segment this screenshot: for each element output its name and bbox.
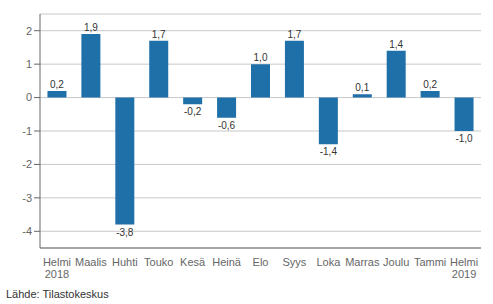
svg-text:-1,0: -1,0 [455, 133, 473, 144]
svg-text:-3,8: -3,8 [116, 227, 134, 238]
svg-text:Helmi2019: Helmi2019 [450, 256, 478, 280]
svg-text:1,7: 1,7 [152, 29, 166, 40]
svg-text:Touko: Touko [144, 256, 173, 268]
svg-text:Huhti: Huhti [112, 256, 138, 268]
svg-text:1,0: 1,0 [254, 52, 268, 63]
svg-text:Elo: Elo [253, 256, 269, 268]
svg-text:0,1: 0,1 [355, 82, 369, 93]
svg-text:1,7: 1,7 [287, 29, 301, 40]
svg-text:0,2: 0,2 [50, 79, 64, 90]
svg-text:0,2: 0,2 [423, 79, 437, 90]
svg-text:-3: -3 [22, 192, 32, 204]
svg-text:1,4: 1,4 [389, 39, 403, 50]
svg-text:-2: -2 [22, 158, 32, 170]
svg-text:Marras: Marras [345, 256, 380, 268]
svg-text:-1: -1 [22, 125, 32, 137]
svg-text:2: 2 [26, 25, 32, 37]
html-text:Lähde: Tilastokeskus: Lähde: Tilastokeskus [6, 288, 109, 300]
svg-text:1,9: 1,9 [84, 22, 98, 33]
svg-text:-4: -4 [22, 225, 32, 237]
svg-text:Heinä: Heinä [212, 256, 242, 268]
svg-text:-0,6: -0,6 [218, 120, 236, 131]
svg-text:Loka: Loka [316, 256, 341, 268]
svg-text:Joulu: Joulu [383, 256, 409, 268]
svg-text:Kesä: Kesä [180, 256, 206, 268]
svg-text:Tammi: Tammi [414, 256, 446, 268]
svg-text:Helmi2018: Helmi2018 [43, 256, 71, 280]
svg-text:Syys: Syys [283, 256, 307, 268]
svg-text:Maalis: Maalis [75, 256, 107, 268]
svg-text:0: 0 [26, 91, 32, 103]
svg-text:1: 1 [26, 58, 32, 70]
svg-text:-1,4: -1,4 [320, 146, 338, 157]
svg-text:-0,2: -0,2 [184, 106, 202, 117]
